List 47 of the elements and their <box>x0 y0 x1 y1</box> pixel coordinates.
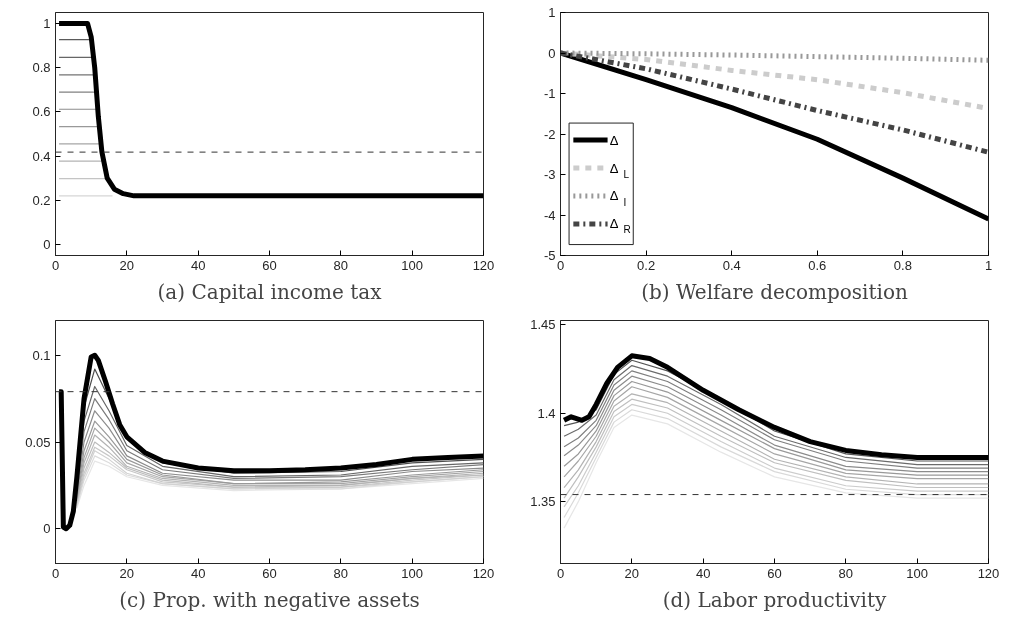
text: (a) Capital income tax <box>157 279 383 304</box>
y-tick-label: 0.4 <box>32 148 51 164</box>
x-tick-label: 100 <box>401 257 424 273</box>
y-tick-label: 0.05 <box>25 434 51 450</box>
x-tick-label: 0.6 <box>808 257 827 273</box>
x-tick-label: 120 <box>977 565 1000 581</box>
y-tick-label: 0.2 <box>32 192 51 208</box>
y-tick-label: -3 <box>543 167 556 182</box>
y-tick-label: 1 <box>548 5 556 20</box>
y-tick-label: 0 <box>43 236 51 252</box>
x-tick-label: 60 <box>262 257 277 273</box>
x-tick-label: 0.4 <box>722 257 741 273</box>
y-tick-label: 0.8 <box>32 60 51 76</box>
x-tick-label: 0.2 <box>637 257 656 273</box>
y-tick-label: -5 <box>543 248 556 263</box>
text: (b) Welfare decomposition <box>641 279 908 304</box>
x-tick-label: 60 <box>262 565 277 581</box>
x-tick-label: 120 <box>472 257 495 273</box>
y-tick-label: 1.35 <box>530 494 556 510</box>
x-tick-label: 40 <box>190 257 206 273</box>
x-tick-label: 100 <box>401 565 424 581</box>
y-tick-label: -2 <box>543 126 556 142</box>
x-tick-label: 120 <box>472 565 495 581</box>
x-tick-label: 40 <box>695 565 711 581</box>
y-tick-label: 1.4 <box>537 405 556 421</box>
y-tick-label: 0.6 <box>32 104 51 120</box>
x-tick-label: 60 <box>767 565 782 581</box>
y-tick-label: -4 <box>543 207 556 223</box>
text: (c) Prop. with negative assets <box>119 587 420 612</box>
y-tick-label: 1 <box>43 16 51 32</box>
x-tick-label: 80 <box>838 565 854 581</box>
x-tick-label: 1 <box>984 257 993 273</box>
x-tick-label: 80 <box>333 257 349 273</box>
y-tick-label: 0 <box>548 45 556 61</box>
text: (d) Labor productivity <box>662 587 887 612</box>
y-tick-label: -1 <box>543 86 556 101</box>
legend-label: Δ <box>609 132 619 148</box>
x-tick-label: 40 <box>190 565 206 581</box>
x-tick-label: 0.8 <box>893 257 912 273</box>
x-tick-label: 20 <box>624 565 640 581</box>
y-tick-label: 1.45 <box>530 317 556 333</box>
x-tick-label: 20 <box>119 565 135 581</box>
x-tick-label: 20 <box>119 257 135 273</box>
x-tick-label: 100 <box>906 565 929 581</box>
x-tick-label: 80 <box>333 565 349 581</box>
y-tick-label: 0 <box>43 521 51 537</box>
y-tick-label: 0.1 <box>32 347 51 363</box>
